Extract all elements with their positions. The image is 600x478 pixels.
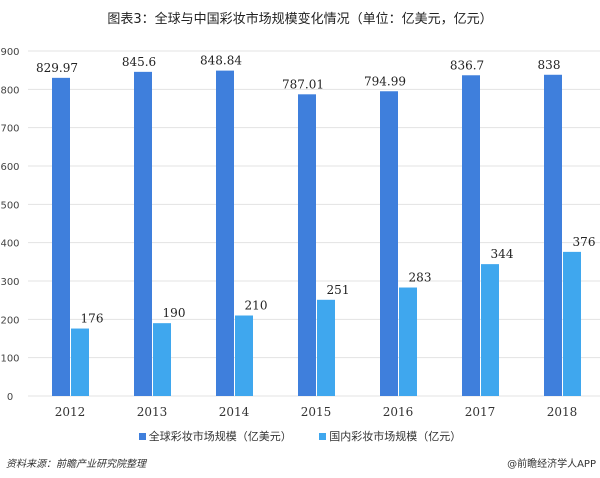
legend-swatch — [319, 433, 327, 440]
bar — [298, 94, 316, 396]
data-label: 787.01 — [282, 77, 324, 91]
bar — [134, 71, 152, 396]
chart-title: 图表3：全球与中国彩妆市场规模变化情况（单位：亿美元，亿元） — [107, 12, 493, 27]
bar — [235, 315, 253, 396]
bar — [563, 251, 581, 396]
bar — [380, 91, 398, 396]
bar — [317, 299, 335, 396]
data-label: 210 — [245, 299, 268, 313]
y-tick-label: 300 — [0, 277, 19, 288]
x-tick-label: 2013 — [137, 405, 168, 419]
data-label: 836.7 — [450, 58, 484, 72]
y-tick-label: 400 — [0, 239, 19, 250]
data-label: 829.97 — [36, 61, 78, 75]
legend-label: 国内彩妆市场规模（亿元） — [329, 430, 462, 443]
y-tick-label: 500 — [0, 200, 19, 211]
data-label: 283 — [409, 271, 432, 285]
bar — [462, 75, 480, 396]
x-tick-label: 2014 — [219, 405, 250, 419]
y-tick-label: 200 — [0, 315, 19, 326]
bar — [216, 70, 234, 397]
source-note: 资料来源：前瞻产业研究院整理 — [6, 459, 146, 470]
bar — [153, 323, 171, 396]
x-tick-label: 2018 — [547, 405, 578, 419]
data-label: 176 — [81, 312, 104, 326]
data-label: 190 — [163, 306, 186, 320]
brand-note: @前瞻经济学人APP — [507, 459, 596, 470]
bar — [71, 328, 89, 396]
bar — [399, 287, 417, 396]
x-tick-label: 2015 — [301, 405, 332, 419]
data-label: 848.84 — [200, 54, 242, 68]
bar — [52, 77, 70, 396]
legend: 全球彩妆市场规模（亿美元） 国内彩妆市场规模（亿元） — [0, 428, 600, 444]
legend-item-global: 全球彩妆市场规模（亿美元） — [138, 430, 292, 443]
data-label: 344 — [491, 247, 514, 261]
y-tick-label: 600 — [0, 162, 19, 173]
y-tick-label: 0 — [7, 392, 13, 403]
legend-item-domestic: 国内彩妆市场规模（亿元） — [319, 430, 461, 443]
x-tick-label: 2017 — [465, 405, 496, 419]
legend-label: 全球彩妆市场规模（亿美元） — [148, 430, 292, 443]
data-label: 376 — [573, 235, 596, 249]
legend-swatch — [138, 433, 146, 440]
x-tick-label: 2012 — [55, 405, 86, 419]
y-tick-label: 900 — [0, 47, 19, 58]
data-label: 845.6 — [122, 55, 156, 69]
x-tick-label: 2016 — [383, 405, 414, 419]
y-tick-label: 800 — [0, 85, 19, 96]
y-tick-label: 100 — [0, 354, 19, 365]
bar — [544, 74, 562, 397]
bar — [481, 264, 499, 396]
data-label: 838 — [538, 58, 561, 72]
data-label: 794.99 — [364, 74, 406, 88]
data-label: 251 — [327, 283, 350, 297]
y-tick-label: 700 — [0, 124, 19, 135]
